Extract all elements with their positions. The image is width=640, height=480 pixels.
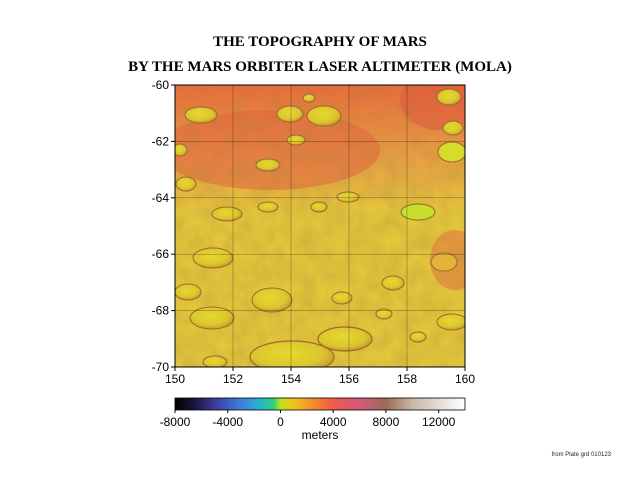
map-frame [174, 84, 466, 368]
crater [317, 326, 373, 352]
colorbar-tick-label: 0 [277, 415, 284, 429]
colorbar-tick-label: 4000 [320, 415, 347, 429]
colorbar-axis: -8000 -4000 0 4000 8000 12000 [160, 410, 456, 429]
crater [442, 120, 464, 136]
crater [375, 308, 393, 320]
map-title-line-2: BY THE MARS ORBITER LASER ALTIMETER (MOL… [128, 59, 512, 75]
lon-tick-label: 150 [165, 372, 185, 386]
graticule [175, 85, 465, 367]
colorbar-tick-label: -8000 [160, 415, 191, 429]
lat-tick-label: -62 [152, 134, 170, 148]
crater [251, 287, 293, 313]
crater [257, 201, 279, 213]
source-credit: from Plate grd 010123 [551, 452, 611, 458]
crater [409, 331, 427, 343]
crater [189, 306, 235, 330]
crater [306, 105, 342, 127]
crater [302, 93, 316, 103]
crater [436, 88, 462, 106]
lon-tick-label: 158 [397, 372, 417, 386]
crater [437, 141, 465, 163]
colorbar-tick-label: 12000 [422, 415, 456, 429]
colorbar-tick-label: -4000 [212, 415, 243, 429]
lat-tick-label: -70 [152, 360, 170, 374]
crater [175, 176, 197, 192]
latitude-axis: -60 -62 -64 -66 -68 -70 [152, 78, 175, 374]
colorbar-unit-label: meters [301, 428, 339, 442]
lat-tick-label: -68 [152, 304, 170, 318]
crater [400, 203, 436, 221]
crater [276, 105, 304, 123]
crater [436, 313, 465, 331]
crater-layer [175, 88, 465, 367]
crater [249, 340, 335, 367]
lon-tick-label: 156 [339, 372, 359, 386]
crater [192, 247, 234, 269]
crater [184, 106, 218, 124]
crater [430, 252, 458, 272]
crater [286, 134, 306, 146]
lon-tick-label: 154 [281, 372, 301, 386]
crater [381, 275, 405, 291]
lat-tick-label: -64 [152, 191, 170, 205]
longitude-axis: 150 152 154 156 158 160 [165, 367, 475, 386]
lon-tick-label: 152 [223, 372, 243, 386]
crater [202, 355, 228, 367]
crater [211, 206, 243, 222]
crater [310, 201, 328, 213]
crater [175, 283, 202, 301]
map-title-line-1: THE TOPOGRAPHY OF MARS [213, 34, 427, 50]
topography-map [175, 85, 465, 367]
crater [175, 143, 188, 157]
lat-tick-label: -60 [152, 78, 170, 92]
lon-tick-label: 160 [455, 372, 475, 386]
colorbar [174, 397, 466, 411]
crater [255, 158, 281, 172]
crater [336, 191, 360, 203]
crater [331, 291, 353, 305]
lat-tick-label: -66 [152, 247, 170, 261]
colorbar-tick-label: 8000 [373, 415, 400, 429]
